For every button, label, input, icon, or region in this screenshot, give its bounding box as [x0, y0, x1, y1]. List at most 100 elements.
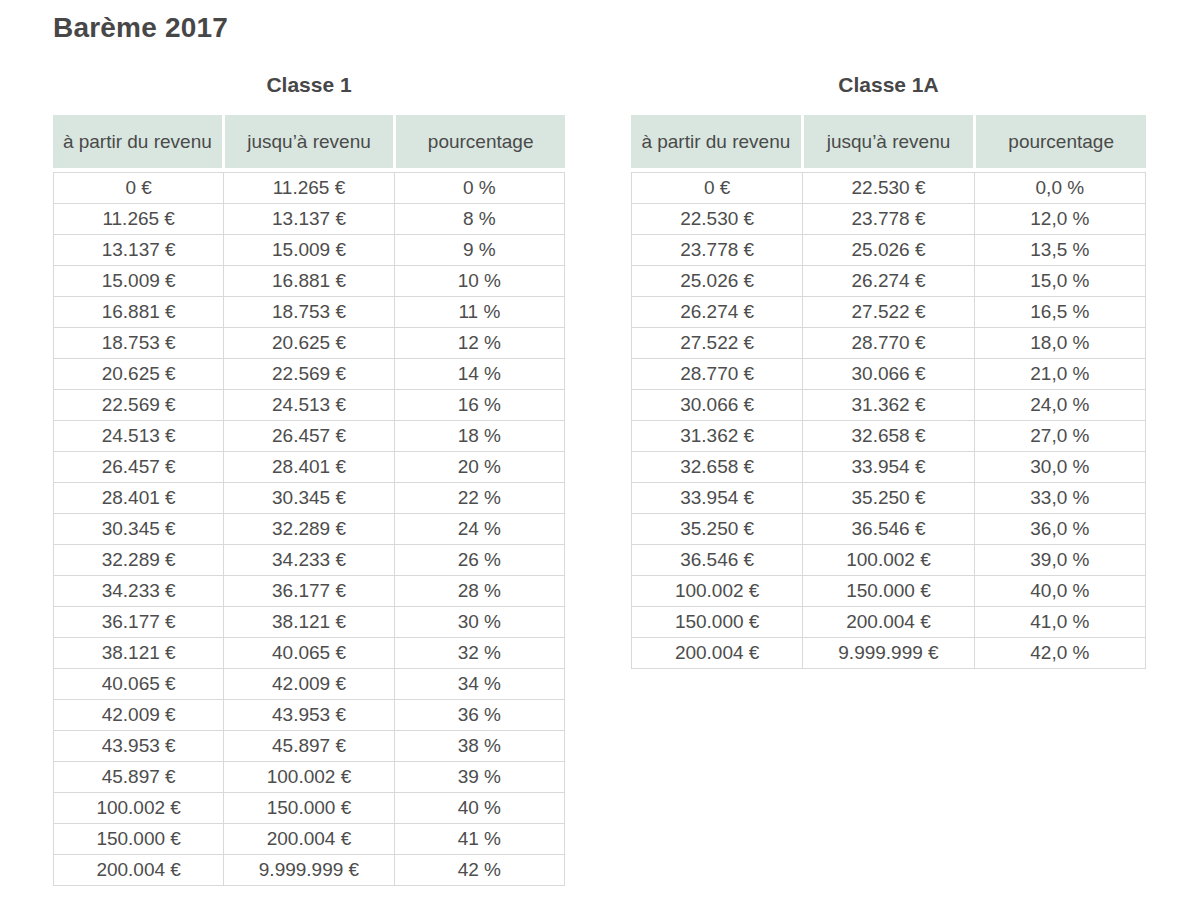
- table-cell: 16,5 %: [974, 297, 1145, 328]
- table-cell: 27.522 €: [632, 328, 803, 359]
- table-cell: 43.953 €: [224, 700, 394, 731]
- table-cell: 22.530 €: [632, 204, 803, 235]
- table-cell: 20.625 €: [224, 328, 394, 359]
- table-cell: 150.000 €: [224, 793, 394, 824]
- table-cell: 20.625 €: [54, 359, 224, 390]
- table-row: 40.065 €42.009 €34 %: [54, 669, 565, 700]
- bareme-2017-page: Barème 2017 Classe 1 à partir du revenuj…: [0, 0, 1200, 914]
- classe-1-header-row: à partir du revenujusqu’à revenupourcent…: [53, 115, 565, 168]
- table-row: 0 €11.265 €0 %: [54, 173, 565, 204]
- table-cell: 0,0 %: [974, 173, 1145, 204]
- table-cell: 32.658 €: [803, 421, 974, 452]
- table-cell: 200.004 €: [224, 824, 394, 855]
- table-cell: 22.530 €: [803, 173, 974, 204]
- table-cell: 0 €: [54, 173, 224, 204]
- table-cell: 33.954 €: [803, 452, 974, 483]
- table-row: 0 €22.530 €0,0 %: [632, 173, 1146, 204]
- table-cell: 39,0 %: [974, 545, 1145, 576]
- table-cell: 150.000 €: [632, 607, 803, 638]
- table-cell: 42.009 €: [224, 669, 394, 700]
- table-cell: 34.233 €: [54, 576, 224, 607]
- table-cell: 9.999.999 €: [803, 638, 974, 669]
- table-row: 30.345 €32.289 €24 %: [54, 514, 565, 545]
- table-cell: 26 %: [394, 545, 564, 576]
- table-cell: 15,0 %: [974, 266, 1145, 297]
- table-cell: 26.274 €: [632, 297, 803, 328]
- table-row: 28.401 €30.345 €22 %: [54, 483, 565, 514]
- table-cell: 43.953 €: [54, 731, 224, 762]
- table-cell: 32.289 €: [224, 514, 394, 545]
- table-cell: 30.066 €: [632, 390, 803, 421]
- table-cell: 12 %: [394, 328, 564, 359]
- classe-1a-header-row: à partir du revenujusqu’à revenupourcent…: [631, 115, 1146, 168]
- table-cell: 26.274 €: [803, 266, 974, 297]
- table-cell: 24.513 €: [54, 421, 224, 452]
- table-cell: 0 €: [632, 173, 803, 204]
- table-cell: 30.345 €: [224, 483, 394, 514]
- table-cell: 42.009 €: [54, 700, 224, 731]
- table-cell: 23.778 €: [632, 235, 803, 266]
- table-row: 36.177 €38.121 €30 %: [54, 607, 565, 638]
- table-cell: 12,0 %: [974, 204, 1145, 235]
- table-row: 150.000 €200.004 €41,0 %: [632, 607, 1146, 638]
- table-cell: 13.137 €: [224, 204, 394, 235]
- table-cell: 30.345 €: [54, 514, 224, 545]
- table-cell: 32 %: [394, 638, 564, 669]
- page-title: Barème 2017: [53, 12, 228, 44]
- table-cell: 36.177 €: [54, 607, 224, 638]
- table-cell: 30,0 %: [974, 452, 1145, 483]
- table-cell: 16 %: [394, 390, 564, 421]
- table-cell: 40.065 €: [224, 638, 394, 669]
- table-row: 100.002 €150.000 €40 %: [54, 793, 565, 824]
- table-cell: 28.401 €: [224, 452, 394, 483]
- table-cell: 28.401 €: [54, 483, 224, 514]
- table-row: 24.513 €26.457 €18 %: [54, 421, 565, 452]
- classe-1a-caption: Classe 1A: [631, 72, 1146, 98]
- table-row: 27.522 €28.770 €18,0 %: [632, 328, 1146, 359]
- table-row: 32.289 €34.233 €26 %: [54, 545, 565, 576]
- table-cell: 41,0 %: [974, 607, 1145, 638]
- table-row: 23.778 €25.026 €13,5 %: [632, 235, 1146, 266]
- table-cell: 36.546 €: [632, 545, 803, 576]
- table-cell: 33,0 %: [974, 483, 1145, 514]
- table-cell: 24 %: [394, 514, 564, 545]
- table-cell: 15.009 €: [54, 266, 224, 297]
- table-cell: 15.009 €: [224, 235, 394, 266]
- column-header: jusqu’à revenu: [804, 115, 974, 168]
- table-cell: 32.289 €: [54, 545, 224, 576]
- table-cell: 13,5 %: [974, 235, 1145, 266]
- table-cell: 35.250 €: [803, 483, 974, 514]
- table-cell: 23.778 €: [803, 204, 974, 235]
- table-cell: 100.002 €: [224, 762, 394, 793]
- table-cell: 26.457 €: [224, 421, 394, 452]
- table-cell: 45.897 €: [224, 731, 394, 762]
- table-cell: 28 %: [394, 576, 564, 607]
- table-cell: 40,0 %: [974, 576, 1145, 607]
- tax-tables-row: Classe 1 à partir du revenujusqu’à reven…: [53, 72, 1146, 886]
- table-row: 26.274 €27.522 €16,5 %: [632, 297, 1146, 328]
- table-cell: 27,0 %: [974, 421, 1145, 452]
- table-cell: 34.233 €: [224, 545, 394, 576]
- table-cell: 24,0 %: [974, 390, 1145, 421]
- table-row: 22.530 €23.778 €12,0 %: [632, 204, 1146, 235]
- table-row: 13.137 €15.009 €9 %: [54, 235, 565, 266]
- table-row: 25.026 €26.274 €15,0 %: [632, 266, 1146, 297]
- table-cell: 22 %: [394, 483, 564, 514]
- table-cell: 10 %: [394, 266, 564, 297]
- table-row: 20.625 €22.569 €14 %: [54, 359, 565, 390]
- table-cell: 40 %: [394, 793, 564, 824]
- table-row: 30.066 €31.362 €24,0 %: [632, 390, 1146, 421]
- table-cell: 18.753 €: [224, 297, 394, 328]
- column-header: à partir du revenu: [53, 115, 222, 168]
- table-cell: 200.004 €: [803, 607, 974, 638]
- table-cell: 40.065 €: [54, 669, 224, 700]
- table-row: 35.250 €36.546 €36,0 %: [632, 514, 1146, 545]
- table-row: 15.009 €16.881 €10 %: [54, 266, 565, 297]
- table-row: 36.546 €100.002 €39,0 %: [632, 545, 1146, 576]
- table-cell: 26.457 €: [54, 452, 224, 483]
- table-cell: 36.177 €: [224, 576, 394, 607]
- table-cell: 27.522 €: [803, 297, 974, 328]
- table-cell: 8 %: [394, 204, 564, 235]
- table-cell: 33.954 €: [632, 483, 803, 514]
- table-cell: 100.002 €: [54, 793, 224, 824]
